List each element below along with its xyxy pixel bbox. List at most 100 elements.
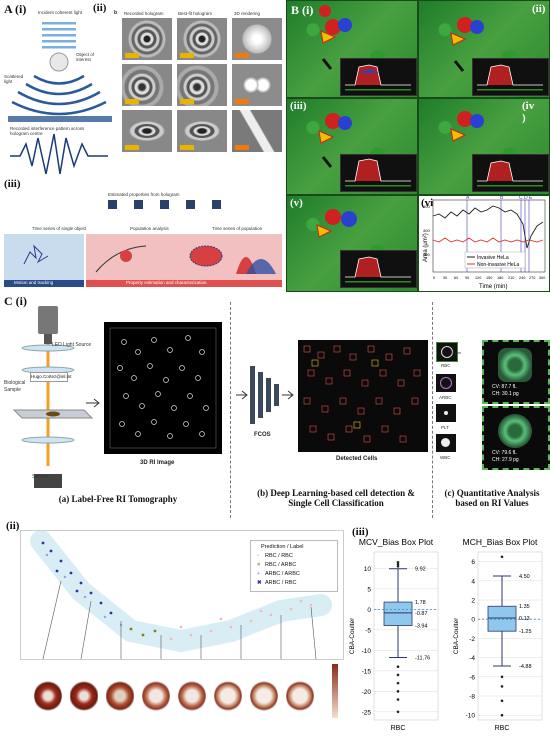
marker-E: E: [529, 196, 533, 201]
profile-inset-iv: [472, 154, 549, 192]
thumb-cell-2: [70, 680, 98, 712]
label-arbc: ARBC: [439, 395, 452, 400]
mcv-box-plot: MCV_Bias Box Plot 10 5 0 -5 -10 -15 -20 -25 CBA-C…: [349, 537, 439, 732]
b-ii-label: (ii): [532, 3, 546, 15]
colorbar: [332, 664, 338, 718]
ch-2: CH: 27.9 pg: [492, 457, 519, 463]
b-v-label: (v): [290, 197, 303, 209]
cv-1: CV: 87.7 fL: [492, 384, 517, 390]
plot-frame: [477, 551, 543, 721]
property-text: Property estimation and characterization: [126, 280, 207, 285]
x-tick-90: 90: [465, 276, 469, 280]
label-wbc: WBC: [440, 455, 451, 460]
cells-iii: [318, 113, 352, 168]
stat-annotation: -4.88: [519, 664, 532, 670]
detected-cells-image: [298, 340, 428, 452]
x-tick-210: 210: [508, 276, 514, 280]
cells-i: [319, 5, 352, 70]
stat-annotation: -1.25: [519, 629, 532, 635]
legend-invasive: Invasive HeLa: [477, 255, 509, 261]
stat-annotation: 0.13: [519, 616, 530, 622]
cells-iv: [450, 111, 484, 142]
profile-inset-v: [340, 250, 417, 288]
object-sphere: [49, 52, 69, 72]
stat-annotation: 1.78: [415, 600, 426, 606]
mch-box-plot: MCH_Bias Box Plot 6 4 2 0 -2 -4 -6 -8 -10 CBA-Coul…: [453, 537, 543, 732]
ri-image: [104, 322, 222, 454]
bio-text: Biological: [4, 380, 26, 386]
box-iqr: [383, 601, 413, 626]
y-tick-400: 400: [423, 228, 430, 233]
box-plot-title: MCH_Bias Box Plot: [463, 537, 538, 547]
outlier-point: [396, 710, 400, 714]
stat-annotation: 9.92: [415, 567, 426, 573]
arrow-1: [86, 398, 100, 408]
ch-1: CH: 30.1 pg: [492, 391, 519, 397]
outlier-point: [396, 698, 400, 701]
x-axis-title: Time (min): [479, 284, 507, 290]
led-source: [38, 306, 58, 334]
thumb-wbc: [436, 434, 456, 452]
y-tick-600: 600: [423, 204, 430, 209]
cv-2: CV: 79.6 fL: [492, 450, 517, 456]
rendering-2: [232, 64, 282, 106]
caption-c: (c) Quantitative Analysis based on RI Va…: [444, 488, 540, 508]
y-axis-label: CBA-Coulter: [453, 617, 460, 654]
b-vi-label: (vi: [421, 197, 434, 209]
legend-item: ✖ ARBC / RBC: [257, 580, 296, 586]
zoom-cell-1: CV: 87.7 fL CH: 30.1 pg: [482, 340, 550, 404]
y-tick-label: -2: [469, 636, 475, 643]
c-ii-label: (ii): [6, 520, 20, 532]
object-text: Object of interest: [76, 52, 95, 62]
y-tick-label: 0: [471, 617, 475, 624]
label-plt: PLT: [441, 425, 449, 430]
b-iii-label: (iii): [290, 100, 307, 112]
outlier-point: [396, 562, 400, 566]
scale-bar-text: 5 μm: [452, 350, 461, 355]
panel-c-label: C (i): [4, 294, 27, 308]
pop-analysis-text: Population analysis: [130, 226, 169, 231]
legend-label: ARBC / ARBC: [265, 571, 300, 577]
divider-2: [432, 302, 433, 518]
tile-overlays: [316, 5, 484, 238]
outlier-point: [500, 713, 504, 717]
legend-label: RBC / RBC: [265, 553, 293, 559]
sensor-block: [34, 474, 62, 488]
thumb-cell-6: [214, 680, 242, 712]
thumb-cell-8: [286, 680, 314, 712]
thumb-cell-7: [250, 680, 278, 712]
col-bestfit: Best-fit hologram: [178, 11, 213, 16]
stat-annotation: 4.50: [519, 574, 530, 580]
stat-annotation: 1.35: [519, 604, 530, 610]
x-tick-300: 300: [539, 276, 545, 280]
marker-A: A: [466, 196, 470, 201]
x-tick-180: 180: [497, 276, 503, 280]
x-tick-30: 30: [443, 276, 447, 280]
caption-a: (a) Label-Free RI Tomography: [58, 494, 178, 504]
fig-b-label: b: [114, 10, 118, 16]
email-tag: Hugo.Cortez@inl.int: [30, 372, 71, 382]
scattered-waves: [11, 74, 107, 116]
fcos-text: FCOS: [254, 432, 271, 438]
profile-inset-ii: [472, 58, 549, 96]
outlier-point: [396, 690, 400, 693]
property-icons: [108, 200, 228, 210]
property-bar: Property estimation and characterization: [86, 280, 282, 287]
bestfit-hologram-2: [177, 64, 227, 106]
y-axis-label: CBA-Coulter: [349, 617, 356, 654]
series-invasive: [432, 205, 544, 249]
marker-B: B: [500, 196, 504, 201]
legend-marker-icon: +: [257, 571, 261, 577]
col-recorded: Recorded hologram: [124, 11, 164, 16]
y-tick-label: 10: [364, 566, 372, 573]
microscope-schematic: [12, 306, 94, 488]
incident-text: Incident coherent light: [38, 10, 83, 15]
outlier-point: [500, 555, 504, 559]
b-iv-label-b: ): [522, 112, 526, 124]
thumb-cell-1: [34, 680, 62, 712]
recorded-hologram-3: [122, 110, 172, 152]
scattered-text: Scattered light: [4, 74, 24, 84]
panel-a-label: A (i): [4, 2, 27, 16]
thumb-plt: [436, 404, 456, 422]
legend-label: RBC / ARBC: [265, 562, 297, 568]
